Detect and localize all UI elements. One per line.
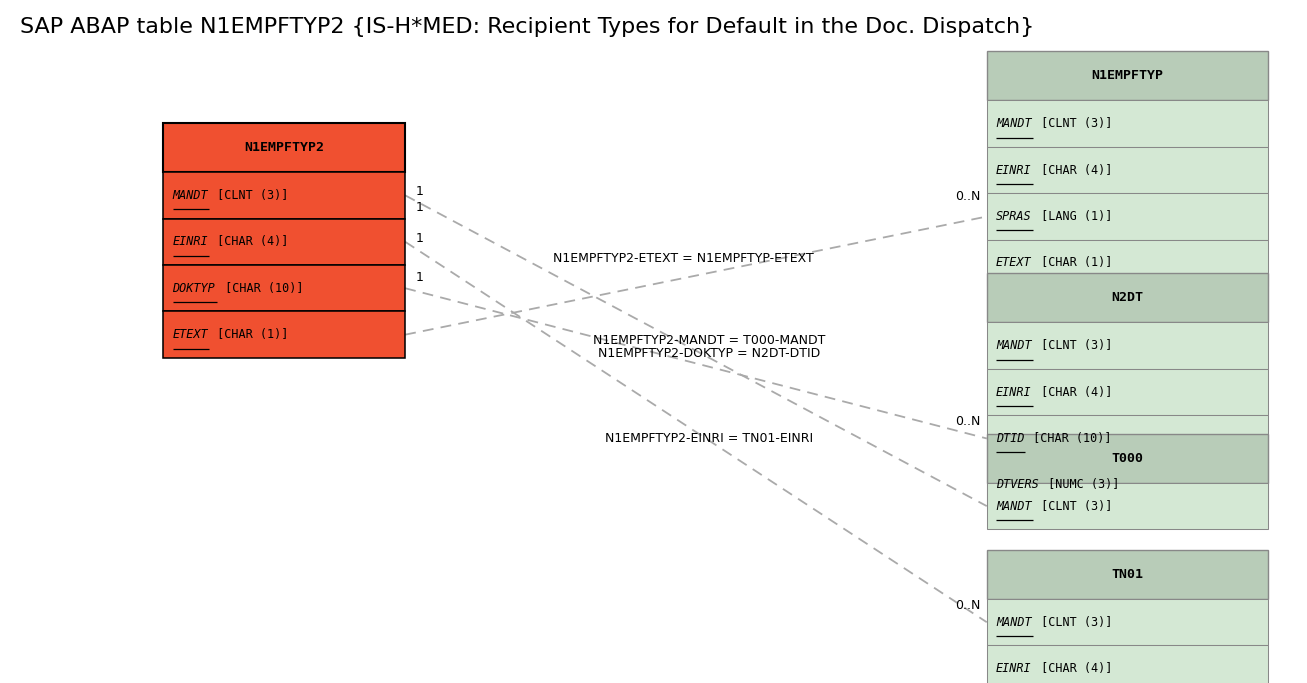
FancyBboxPatch shape	[163, 172, 405, 219]
Text: N1EMPFTYP2-DOKTYP = N2DT-DTID: N1EMPFTYP2-DOKTYP = N2DT-DTID	[597, 346, 821, 360]
FancyBboxPatch shape	[987, 462, 1268, 508]
Text: 0..N: 0..N	[955, 415, 980, 428]
Text: DTID: DTID	[996, 432, 1025, 445]
Text: MANDT: MANDT	[173, 189, 208, 202]
Text: ETEXT: ETEXT	[996, 256, 1031, 270]
Text: N1EMPFTYP2-ETEXT = N1EMPFTYP-ETEXT: N1EMPFTYP2-ETEXT = N1EMPFTYP-ETEXT	[553, 252, 813, 265]
FancyBboxPatch shape	[163, 265, 405, 311]
Text: N1EMPFTYP: N1EMPFTYP	[1091, 69, 1163, 83]
Text: [CHAR (4)]: [CHAR (4)]	[1034, 385, 1112, 399]
FancyBboxPatch shape	[987, 645, 1268, 683]
Text: [CHAR (4)]: [CHAR (4)]	[1034, 662, 1112, 675]
FancyBboxPatch shape	[987, 369, 1268, 415]
FancyBboxPatch shape	[987, 193, 1268, 240]
FancyBboxPatch shape	[987, 483, 1268, 529]
Text: [CLNT (3)]: [CLNT (3)]	[1034, 615, 1112, 629]
FancyBboxPatch shape	[987, 240, 1268, 286]
Text: MANDT: MANDT	[996, 499, 1031, 513]
Text: DTVERS: DTVERS	[996, 478, 1039, 492]
Text: ETEXT: ETEXT	[173, 328, 208, 342]
Text: [CHAR (1)]: [CHAR (1)]	[210, 328, 289, 342]
Text: 1: 1	[416, 201, 423, 214]
Text: EINRI: EINRI	[173, 235, 208, 249]
Text: [CLNT (3)]: [CLNT (3)]	[1034, 339, 1112, 352]
Text: [CLNT (3)]: [CLNT (3)]	[210, 189, 289, 202]
FancyBboxPatch shape	[163, 219, 405, 265]
Text: [CHAR (4)]: [CHAR (4)]	[1034, 163, 1112, 177]
Text: EINRI: EINRI	[996, 385, 1031, 399]
Text: 1: 1	[416, 185, 423, 199]
FancyBboxPatch shape	[987, 51, 1268, 100]
Text: MANDT: MANDT	[996, 615, 1031, 629]
Text: [CLNT (3)]: [CLNT (3)]	[1034, 117, 1112, 130]
Text: 0..N: 0..N	[955, 598, 980, 612]
Text: EINRI: EINRI	[996, 163, 1031, 177]
Text: N2DT: N2DT	[1111, 291, 1144, 305]
Text: [NUMC (3)]: [NUMC (3)]	[1042, 478, 1120, 492]
Text: EINRI: EINRI	[996, 662, 1031, 675]
FancyBboxPatch shape	[987, 434, 1268, 483]
Text: 0..N: 0..N	[955, 189, 980, 203]
Text: [CHAR (1)]: [CHAR (1)]	[1034, 256, 1112, 270]
Text: T000: T000	[1111, 451, 1144, 465]
Text: TN01: TN01	[1111, 568, 1144, 581]
Text: [CHAR (10)]: [CHAR (10)]	[218, 281, 303, 295]
FancyBboxPatch shape	[987, 550, 1268, 599]
FancyBboxPatch shape	[987, 415, 1268, 462]
Text: DOKTYP: DOKTYP	[173, 281, 216, 295]
FancyBboxPatch shape	[987, 147, 1268, 193]
Text: SPRAS: SPRAS	[996, 210, 1031, 223]
Text: [LANG (1)]: [LANG (1)]	[1034, 210, 1112, 223]
Text: N1EMPFTYP2-EINRI = TN01-EINRI: N1EMPFTYP2-EINRI = TN01-EINRI	[605, 432, 813, 445]
FancyBboxPatch shape	[163, 123, 405, 172]
Text: SAP ABAP table N1EMPFTYP2 {IS-H*MED: Recipient Types for Default in the Doc. Dis: SAP ABAP table N1EMPFTYP2 {IS-H*MED: Rec…	[20, 17, 1034, 37]
Text: N1EMPFTYP2-MANDT = T000-MANDT: N1EMPFTYP2-MANDT = T000-MANDT	[593, 334, 825, 347]
Text: [CHAR (10)]: [CHAR (10)]	[1026, 432, 1112, 445]
Text: N1EMPFTYP2: N1EMPFTYP2	[244, 141, 324, 154]
FancyBboxPatch shape	[987, 273, 1268, 322]
Text: MANDT: MANDT	[996, 117, 1031, 130]
FancyBboxPatch shape	[163, 311, 405, 358]
Text: [CHAR (4)]: [CHAR (4)]	[210, 235, 289, 249]
Text: 1: 1	[416, 232, 423, 245]
FancyBboxPatch shape	[987, 100, 1268, 147]
Text: 1: 1	[416, 271, 423, 285]
FancyBboxPatch shape	[987, 599, 1268, 645]
Text: MANDT: MANDT	[996, 339, 1031, 352]
Text: [CLNT (3)]: [CLNT (3)]	[1034, 499, 1112, 513]
FancyBboxPatch shape	[987, 322, 1268, 369]
